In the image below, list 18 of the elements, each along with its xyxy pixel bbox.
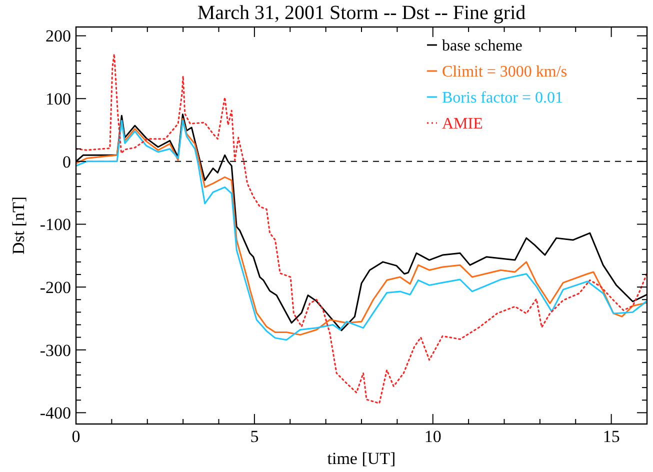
- y-tick-label: -100: [40, 215, 71, 234]
- legend-label: base scheme: [442, 38, 522, 55]
- chart-title: March 31, 2001 Storm -- Dst -- Fine grid: [197, 2, 526, 24]
- legend-label: Climit = 3000 km/s: [442, 64, 568, 81]
- y-tick-label: 100: [46, 90, 71, 109]
- x-tick-label: 5: [250, 427, 259, 446]
- y-tick-label: 0: [62, 152, 71, 172]
- legend-label: AMIE: [442, 116, 483, 133]
- x-tick-label: 15: [602, 427, 620, 446]
- y-tick-label: -400: [40, 404, 71, 423]
- y-tick-label: -200: [40, 278, 71, 298]
- y-tick-label: -300: [40, 340, 71, 360]
- line-series: [76, 53, 647, 404]
- legend-label: Boris factor = 0.01: [442, 90, 563, 107]
- y-tick-label: 200: [46, 26, 71, 46]
- x-axis-title: time [UT]: [327, 449, 396, 468]
- y-axis-title: Dst [nT]: [9, 196, 28, 255]
- x-tick-label: 10: [424, 427, 442, 446]
